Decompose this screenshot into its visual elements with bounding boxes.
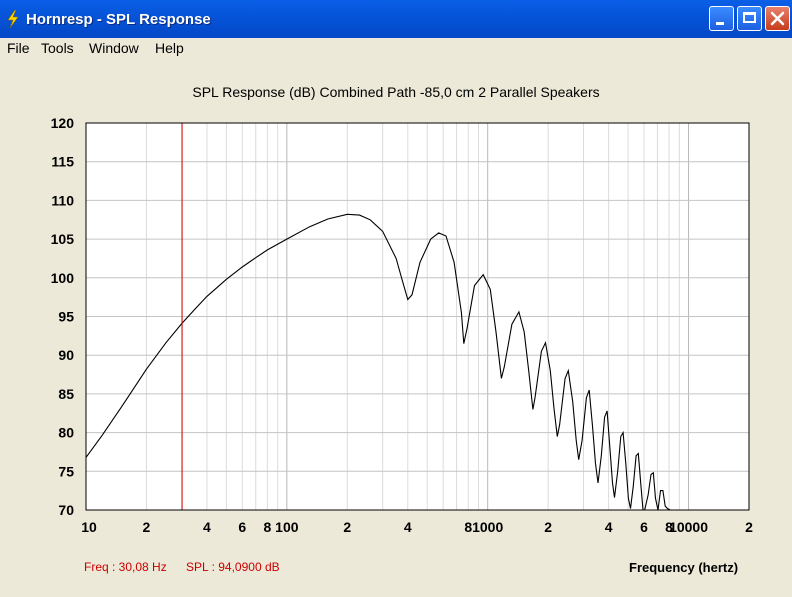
y-tick-label: 85 — [58, 386, 74, 402]
minimize-button[interactable] — [709, 6, 734, 31]
spl-readout: SPL : 94,0900 dB — [186, 560, 280, 574]
y-tick-label: 110 — [51, 192, 74, 208]
x-axis-label: Frequency (hertz) — [629, 560, 739, 575]
x-tick-label: 4 — [404, 519, 412, 535]
minimize-icon — [716, 22, 724, 25]
y-tick-label: 120 — [51, 115, 75, 131]
close-icon — [770, 11, 785, 26]
x-tick-label: 8 — [665, 519, 673, 535]
x-tick-label: 100 — [275, 519, 299, 535]
x-tick-label: 8 — [464, 519, 472, 535]
x-tick-label: 8 — [263, 519, 271, 535]
plot-border — [85, 122, 750, 511]
window-title: Hornresp - SPL Response — [26, 11, 211, 28]
freq-readout: Freq : 30,08 Hz — [84, 560, 167, 574]
y-tick-label: 75 — [58, 463, 74, 479]
y-tick-labels: 70 75 80 85 90 95 100 105 110 115 120 — [51, 115, 75, 518]
menu-bar: File Tools Window Help — [0, 38, 792, 59]
x-tick-label: 2 — [745, 519, 753, 535]
x-tick-label: 10 — [81, 519, 97, 535]
close-button[interactable] — [765, 6, 790, 31]
x-tick-label: 2 — [544, 519, 552, 535]
maximize-icon — [743, 12, 756, 23]
spl-curve — [85, 213, 671, 511]
x-tick-label: 6 — [640, 519, 648, 535]
x-tick-label: 10000 — [669, 519, 708, 535]
y-tick-label: 100 — [51, 270, 75, 286]
menu-file[interactable]: File — [7, 40, 30, 56]
lightning-icon — [7, 10, 19, 28]
y-tick-label: 115 — [51, 154, 74, 170]
x-tick-label: 2 — [343, 519, 351, 535]
menu-help[interactable]: Help — [155, 40, 184, 56]
y-tick-label: 95 — [58, 309, 74, 325]
chart-title: SPL Response (dB) Combined Path -85,0 cm… — [192, 84, 600, 100]
maximize-button[interactable] — [737, 6, 762, 31]
y-tick-label: 70 — [58, 502, 74, 518]
title-bar[interactable]: Hornresp - SPL Response — [0, 0, 792, 38]
x-tick-label: 4 — [605, 519, 613, 535]
x-tick-label: 2 — [143, 519, 151, 535]
y-tick-label: 105 — [51, 231, 75, 247]
y-tick-label: 90 — [58, 347, 74, 363]
x-tick-label: 6 — [238, 519, 246, 535]
y-tick-label: 80 — [58, 425, 74, 441]
x-tick-label: 4 — [203, 519, 211, 535]
menu-window[interactable]: Window — [89, 40, 139, 56]
menu-tools[interactable]: Tools — [41, 40, 74, 56]
x-tick-label: 1000 — [472, 519, 503, 535]
